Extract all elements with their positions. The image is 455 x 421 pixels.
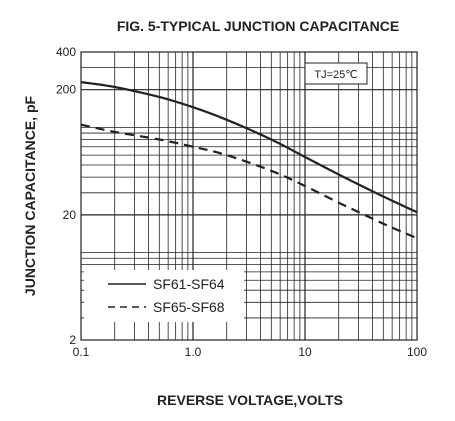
grid: [81, 52, 417, 340]
y-axis-label: JUNCTION CAPACITANCE, pF: [22, 95, 38, 296]
legend-background: [84, 270, 244, 322]
annotation-text: TJ=25℃: [314, 69, 357, 81]
legend-label-sf65-sf68: SF65-SF68: [153, 299, 225, 315]
legend: SF61-SF64 SF65-SF68: [84, 270, 244, 322]
legend-label-sf61-sf64: SF61-SF64: [153, 276, 225, 292]
y-tick-label: 200: [56, 83, 76, 97]
series-line-1: [80, 81, 418, 214]
tick-labels: 0.1 1.0 10 100 2 20 200 400: [56, 45, 427, 359]
x-tick-label: 100: [407, 345, 427, 359]
chart-title: FIG. 5-TYPICAL JUNCTION CAPACITANCE: [117, 18, 399, 34]
x-tick-label: 10: [298, 345, 312, 359]
x-tick-label: 0.1: [73, 345, 90, 359]
series-line-2: [80, 123, 418, 240]
plot-frame: [80, 51, 418, 341]
x-axis-label: REVERSE VOLTAGE,VOLTS: [157, 392, 343, 408]
y-tick-label: 400: [56, 45, 76, 59]
annotation-frame: [304, 62, 368, 85]
y-tick-label: 20: [63, 208, 77, 222]
series-lines: [80, 81, 418, 240]
x-tick-label: 1.0: [185, 345, 202, 359]
annotation-box: TJ=25℃: [304, 62, 368, 85]
y-tick-label: 2: [69, 333, 76, 347]
